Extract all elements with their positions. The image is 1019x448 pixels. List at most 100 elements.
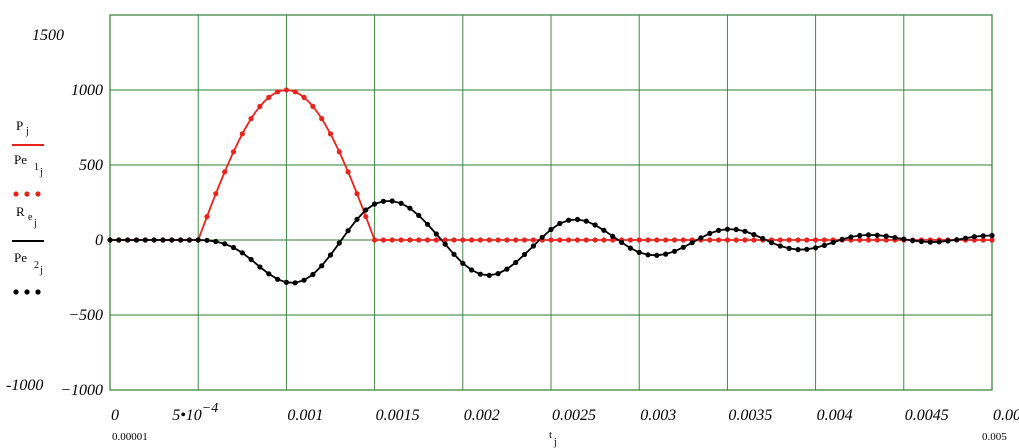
point-Pe2-79 xyxy=(804,246,810,252)
series-dots xyxy=(107,87,995,286)
point-Pe1-23 xyxy=(310,103,316,109)
point-Pe1-48 xyxy=(530,237,537,243)
point-Pe2-88 xyxy=(883,233,889,239)
point-Pe2-47 xyxy=(521,251,528,258)
point-Pe2-7 xyxy=(169,237,175,243)
point-Pe2-31 xyxy=(380,198,386,204)
legend-item-P: P j xyxy=(12,118,44,146)
point-Pe2-27 xyxy=(345,228,351,234)
point-Pe1-78 xyxy=(795,237,801,243)
point-Pe2-36 xyxy=(424,221,431,227)
x-tick-label-4: 0.002 xyxy=(464,407,500,424)
point-Pe1-72 xyxy=(742,237,748,243)
point-Pe2-13 xyxy=(222,241,228,247)
point-Pe1-65 xyxy=(680,237,686,243)
grid-lines xyxy=(109,14,993,391)
point-Pe1-42 xyxy=(477,237,483,243)
point-Pe1-46 xyxy=(513,237,519,243)
point-Pe1-52 xyxy=(566,237,572,243)
y-tick-labels: 1000 500 0 −500 −1000 xyxy=(60,82,103,399)
svg-text:Pe: Pe xyxy=(14,250,27,265)
point-Pe2-37 xyxy=(433,231,439,237)
y-tick-label-1: 1000 xyxy=(71,82,103,99)
x-tick-label-2: 0.001 xyxy=(287,407,323,424)
point-Pe1-34 xyxy=(407,237,413,243)
point-Pe2-99 xyxy=(980,233,986,239)
point-Pe2-98 xyxy=(971,234,978,240)
point-Pe2-66 xyxy=(689,240,695,246)
point-Pe2-71 xyxy=(733,226,739,233)
x-tick-labels: 0 5•10−4 0.001 0.0015 0.002 0.0025 0.003 0.0035… xyxy=(111,401,1019,424)
point-Pe1-56 xyxy=(601,237,607,243)
point-Pe2-28 xyxy=(354,216,360,222)
point-Pe1-25 xyxy=(327,131,334,137)
legend-item-Re: R e j xyxy=(12,204,44,242)
point-Pe2-62 xyxy=(654,252,660,258)
legend-item-Pe2: Pe 2 j xyxy=(13,250,43,295)
point-Pe1-61 xyxy=(645,237,651,243)
point-Pe1-79 xyxy=(804,237,810,243)
x-range-min-label: 0.00001 xyxy=(112,431,148,443)
point-Pe1-28 xyxy=(354,191,360,197)
point-Pe2-65 xyxy=(680,244,686,250)
point-Pe2-55 xyxy=(592,222,598,228)
point-Pe2-97 xyxy=(962,235,969,241)
point-Pe2-12 xyxy=(213,238,219,245)
point-Pe2-82 xyxy=(830,239,836,245)
point-Pe2-81 xyxy=(821,242,828,248)
point-Pe2-50 xyxy=(548,226,554,233)
point-Pe1-60 xyxy=(636,237,642,243)
point-Pe1-35 xyxy=(416,237,422,243)
svg-text:1: 1 xyxy=(34,162,39,173)
point-Pe2-75 xyxy=(768,240,775,246)
point-Pe1-100 xyxy=(989,237,995,243)
point-Pe2-53 xyxy=(574,216,581,223)
point-Pe1-62 xyxy=(654,237,660,243)
plot-frame xyxy=(109,14,993,391)
point-Pe1-36 xyxy=(424,237,431,243)
point-Pe2-32 xyxy=(389,198,395,204)
point-Pe1-63 xyxy=(663,237,669,243)
point-Pe2-63 xyxy=(663,251,669,257)
point-Pe1-20 xyxy=(283,87,289,93)
point-Pe2-44 xyxy=(495,271,501,277)
x-tick-label-10: 0.005 xyxy=(993,407,1019,424)
x-range-max-label: 0.005 xyxy=(982,431,1007,443)
point-Pe1-53 xyxy=(574,237,581,243)
point-Pe1-22 xyxy=(301,94,307,100)
point-Pe1-99 xyxy=(980,237,986,243)
point-Pe2-77 xyxy=(786,245,792,251)
point-Pe1-33 xyxy=(398,237,404,243)
svg-text:j: j xyxy=(25,126,29,137)
point-Pe2-43 xyxy=(486,272,492,278)
y-tick-label-4: −500 xyxy=(68,307,103,324)
point-Pe2-80 xyxy=(813,245,819,251)
point-Pe2-9 xyxy=(186,237,192,243)
point-Pe1-73 xyxy=(751,237,757,243)
point-Pe2-23 xyxy=(310,271,316,278)
svg-text:R: R xyxy=(16,204,25,219)
point-Pe2-73 xyxy=(751,232,757,238)
point-Pe2-51 xyxy=(557,220,563,227)
svg-text:P: P xyxy=(16,118,23,133)
point-Pe1-44 xyxy=(495,237,501,243)
y-range-min-label: -1000 xyxy=(6,377,43,394)
point-Pe1-29 xyxy=(363,214,369,220)
point-Pe2-100 xyxy=(989,232,995,239)
point-Pe1-38 xyxy=(442,237,448,243)
point-Pe2-92 xyxy=(918,238,925,245)
point-Pe2-26 xyxy=(336,240,342,246)
point-Pe2-41 xyxy=(469,267,475,273)
legend-swatch-Pe2 xyxy=(13,289,41,295)
point-Pe2-11 xyxy=(204,237,210,243)
point-Pe2-16 xyxy=(248,256,254,263)
point-Pe2-85 xyxy=(857,232,863,239)
point-Pe2-42 xyxy=(477,271,483,277)
svg-text:j: j xyxy=(39,167,43,178)
x-tick-label-6: 0.003 xyxy=(640,407,676,424)
point-Pe2-91 xyxy=(910,238,916,244)
point-Pe2-29 xyxy=(363,207,369,213)
point-Pe1-13 xyxy=(222,169,228,175)
point-Pe2-64 xyxy=(671,248,678,254)
point-Pe2-57 xyxy=(610,233,616,239)
